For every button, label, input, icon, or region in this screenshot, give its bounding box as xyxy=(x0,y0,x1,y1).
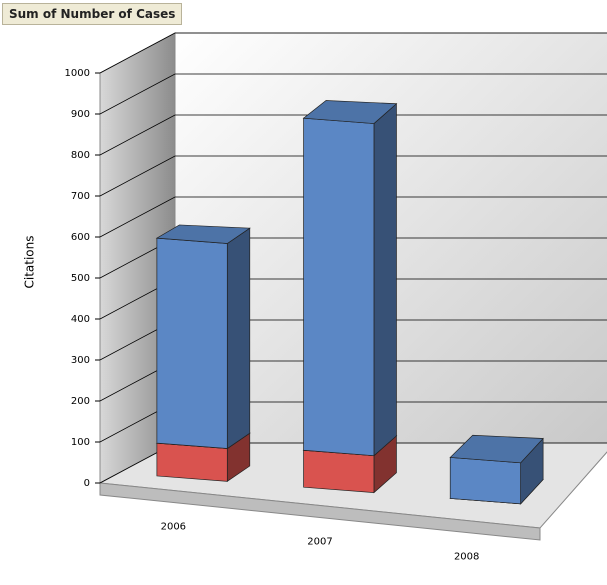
grid-line xyxy=(99,73,607,115)
bar-front xyxy=(303,117,375,457)
y-tick-label: 900 xyxy=(71,109,90,120)
x-tick-label: 2006 xyxy=(161,522,186,533)
y-tick-label: 700 xyxy=(71,191,90,202)
bar-top xyxy=(302,100,398,124)
grid-line xyxy=(99,32,607,74)
bar-front xyxy=(156,442,228,482)
y-tick-label: 100 xyxy=(71,437,90,448)
bar-front xyxy=(449,457,521,505)
bar-segment xyxy=(302,100,398,457)
y-tick-label: 1000 xyxy=(65,68,90,79)
y-tick-label: 0 xyxy=(84,478,90,489)
y-axis-label: Citations xyxy=(23,235,37,288)
grid-line xyxy=(99,155,607,197)
bar-side xyxy=(373,102,397,457)
y-tick-label: 200 xyxy=(71,396,90,407)
bar-side xyxy=(226,227,251,450)
x-tick-label: 2007 xyxy=(307,537,332,548)
grid-line xyxy=(99,114,607,156)
floor-edge xyxy=(99,482,541,541)
x-tick-label: 2008 xyxy=(454,552,479,563)
bar-front xyxy=(156,237,228,449)
y-tick-label: 400 xyxy=(71,314,90,325)
bar-front xyxy=(303,449,375,493)
grid-line xyxy=(99,196,607,238)
bar-top xyxy=(155,224,251,244)
field-button[interactable]: Sum of Number of Cases xyxy=(2,3,183,25)
y-tick-label: 300 xyxy=(71,355,90,366)
bar-top xyxy=(449,434,544,464)
bar-segment xyxy=(155,224,251,450)
y-tick-label: 800 xyxy=(71,150,90,161)
y-tick-label: 600 xyxy=(71,232,90,243)
y-tick-label: 500 xyxy=(71,273,90,284)
bar-segment xyxy=(449,434,544,505)
